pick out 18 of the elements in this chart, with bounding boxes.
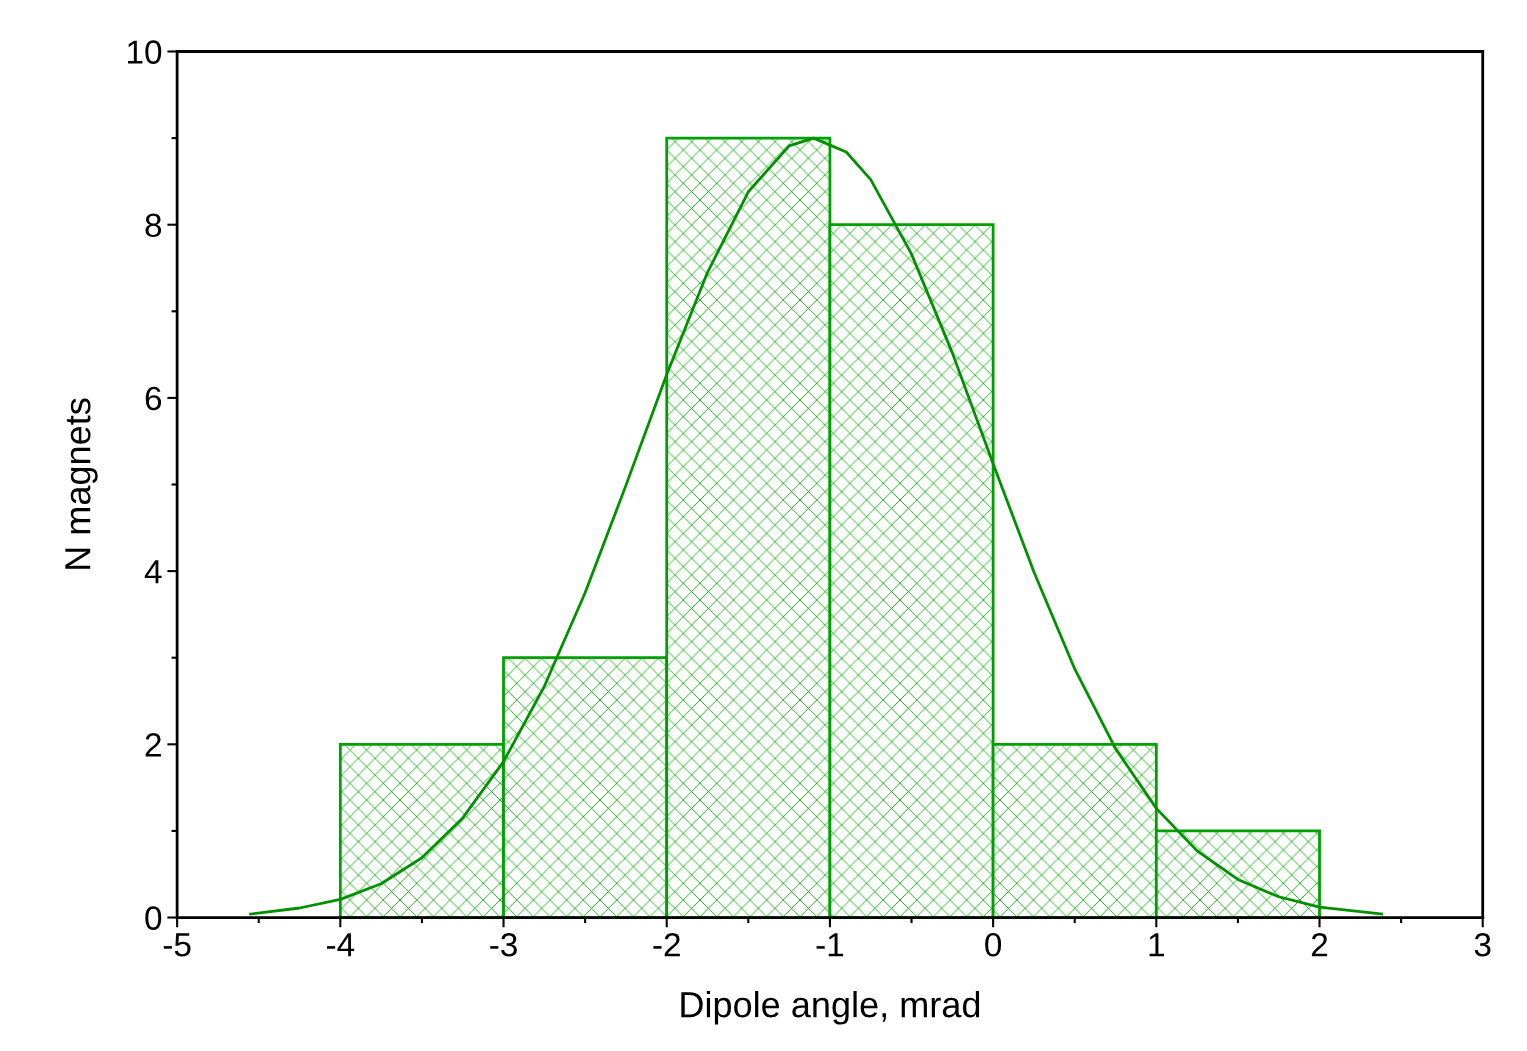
y-tick-label: 0: [145, 906, 162, 930]
x-tick-label: -2: [653, 932, 680, 957]
y-tick-label: 2: [145, 733, 161, 757]
y-tick-label: 4: [144, 560, 162, 584]
x-tick-label: -3: [490, 932, 517, 957]
x-tick-label: -1: [816, 933, 844, 957]
y-tick-label: 8: [145, 213, 162, 238]
x-tick-label: -4: [326, 933, 355, 957]
x-axis-title: Dipole angle, mrad: [681, 990, 980, 1025]
line-series: [249, 136, 1383, 916]
y-axis-title: N magnets: [65, 398, 98, 569]
x-tick-label: 0: [985, 932, 1002, 957]
x-tick-label: 1: [1149, 933, 1164, 957]
x-tick-label: 2: [1311, 932, 1328, 957]
x-tick-label: -5: [163, 933, 191, 957]
y-tick-label: 10: [128, 40, 162, 64]
y-tick-label: 6: [145, 386, 162, 411]
x-tick-label: 3: [1474, 932, 1491, 957]
